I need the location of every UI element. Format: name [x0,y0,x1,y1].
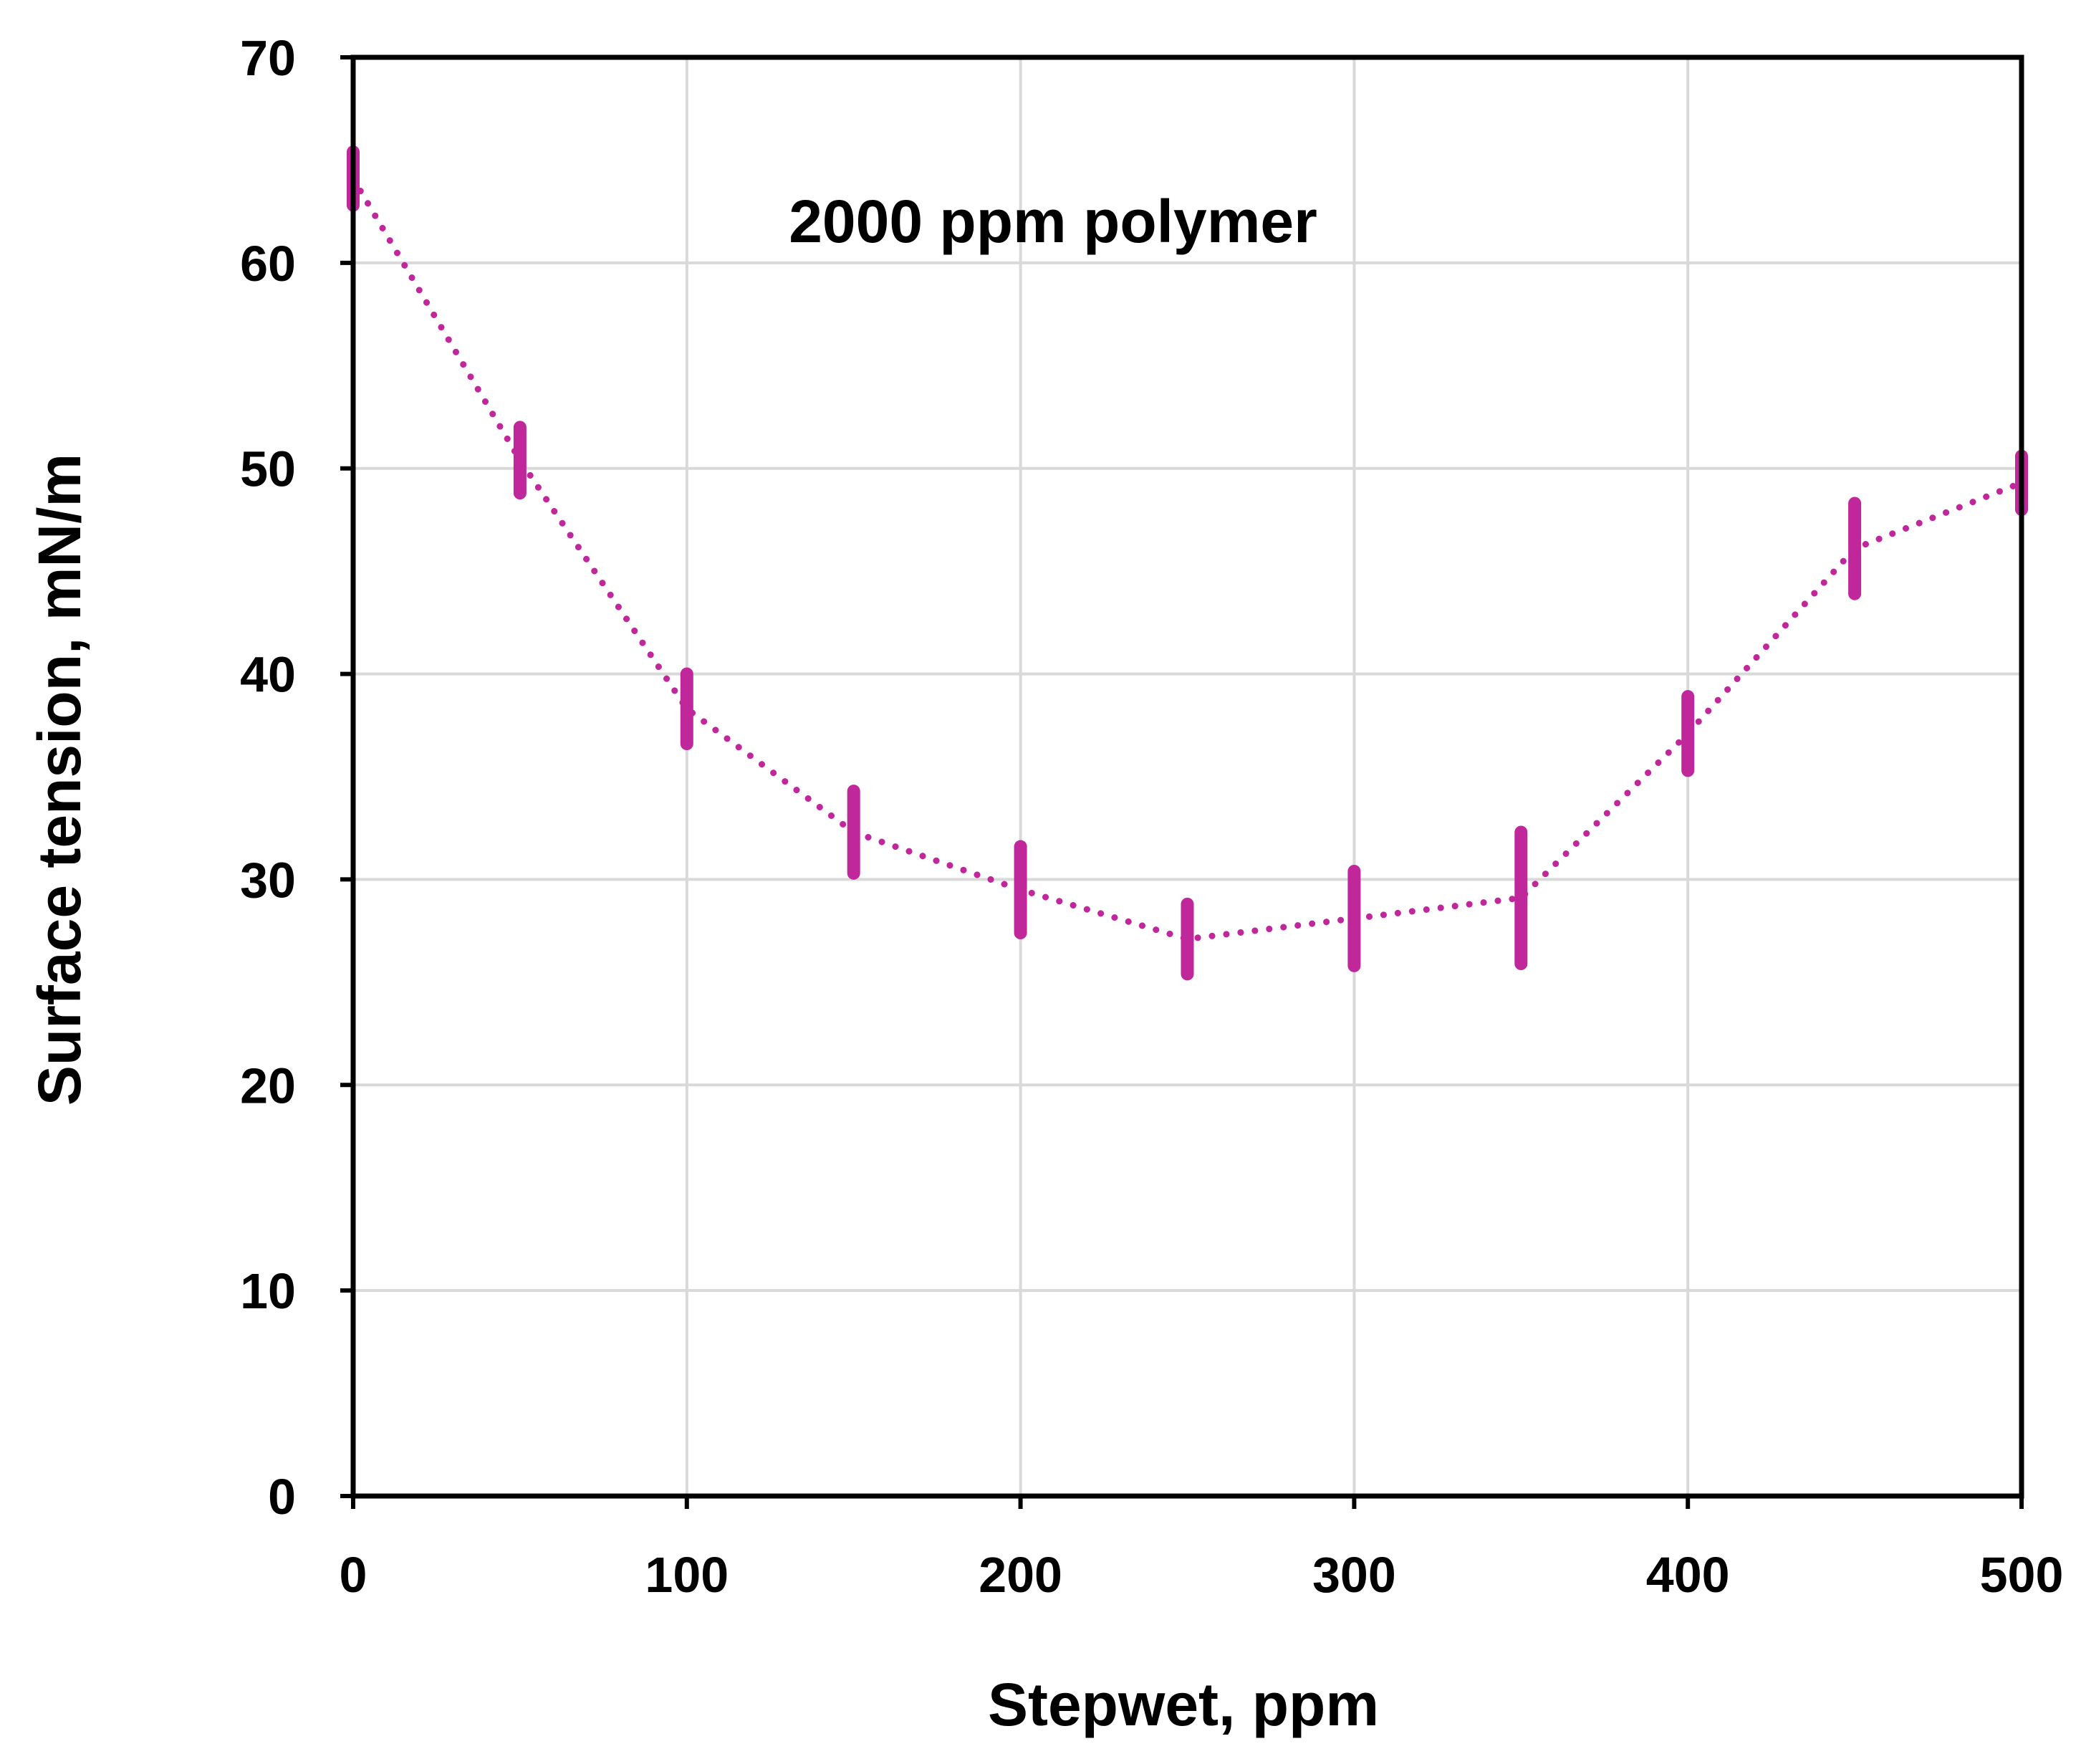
y-tick-label: 30 [240,852,296,908]
y-tick-label: 60 [240,236,296,292]
chart-annotation: 2000 ppm polymer [789,188,1317,255]
data-point [1683,729,1693,738]
series-line [350,175,2025,943]
error-bars [347,145,2028,981]
data-point [1183,934,1192,944]
y-tick-label: 70 [240,30,296,86]
data-point [849,828,858,837]
x-tick-label: 0 [340,1547,367,1603]
x-tick-label: 200 [979,1547,1062,1603]
y-tick-label: 0 [268,1469,296,1525]
y-tick-label: 20 [240,1058,296,1113]
x-tick-label: 300 [1312,1547,1396,1603]
data-point [1850,544,1860,553]
y-axis-title: Surface tension, mN/m [26,454,93,1106]
x-axis-title: Stepwet, ppm [988,1671,1379,1738]
series-dotted-line [350,175,2025,943]
grid-lines [353,57,2022,1496]
y-tick-label: 40 [240,647,296,703]
y-tick-label: 50 [240,441,296,497]
data-point [1016,885,1025,894]
x-tick-label: 400 [1646,1547,1730,1603]
tick-labels: 0 100 200 300 400 500 0 10 20 30 40 50 60 70 [240,30,2063,1603]
data-point [515,456,524,465]
data-point [682,704,691,714]
data-point [1350,914,1359,923]
plot-border [350,54,2024,1499]
y-tick-label: 10 [240,1263,296,1319]
x-tick-label: 100 [645,1547,729,1603]
data-point [1517,893,1526,903]
plot-frame [340,54,2024,1509]
x-tick-label: 500 [1980,1547,2064,1603]
